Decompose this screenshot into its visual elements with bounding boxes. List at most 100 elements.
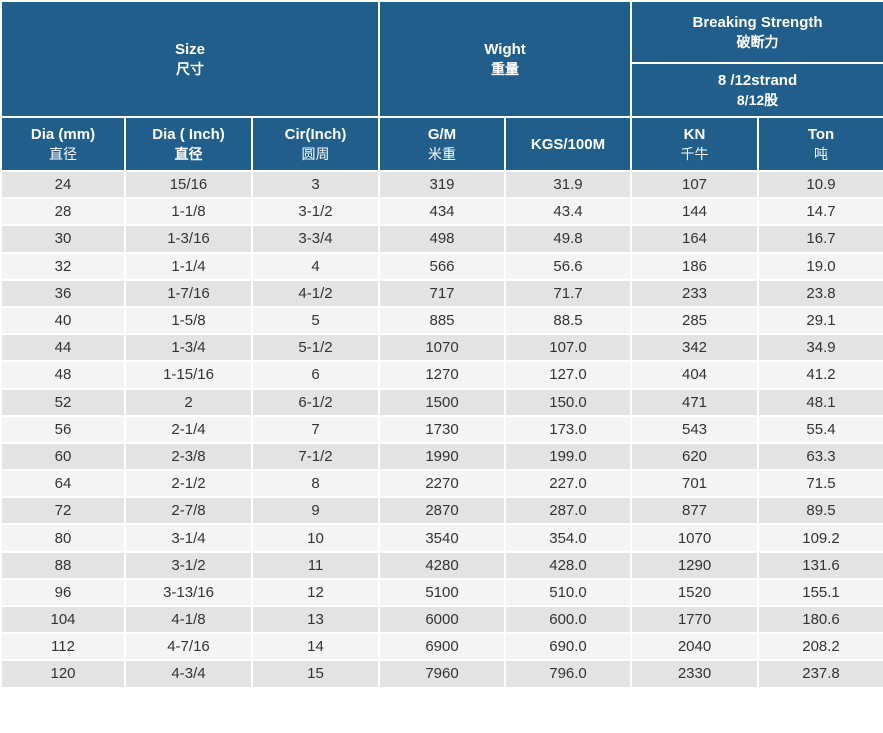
- table-row: 88 3-1/2 11 4280 428.0 1290 131.6: [0, 550, 883, 580]
- cell-dia-inch: 1-5/8: [124, 305, 253, 336]
- cell-ton: 29.1: [757, 305, 883, 336]
- column-header-dia-mm: Dia (mm) 直径: [0, 116, 126, 172]
- cell-kn: 107: [630, 169, 760, 200]
- cell-gm: 498: [378, 224, 506, 254]
- cell-gm: 3540: [378, 523, 506, 553]
- cell-cir-inch: 15: [251, 659, 380, 689]
- table-row: 56 2-1/4 7 1730 173.0 543 55.4: [0, 414, 883, 444]
- cell-kn: 543: [630, 414, 760, 444]
- cell-dia-mm: 120: [0, 659, 126, 689]
- table-row: 32 1-1/4 4 566 56.6 186 19.0: [0, 251, 883, 281]
- table-row: 60 2-3/8 7-1/2 1990 199.0 620 63.3: [0, 441, 883, 472]
- cell-dia-inch: 1-1/8: [124, 197, 253, 227]
- cell-kn: 186: [630, 251, 760, 281]
- column-header-dia-inch: Dia ( Inch) 直径: [124, 116, 253, 172]
- table-row: 120 4-3/4 15 7960 796.0 2330 237.8: [0, 659, 883, 689]
- cell-ton: 89.5: [757, 496, 883, 526]
- cell-dia-mm: 64: [0, 469, 126, 499]
- cell-kn: 620: [630, 441, 760, 472]
- cell-ton: 237.8: [757, 659, 883, 689]
- cell-ton: 23.8: [757, 278, 883, 308]
- cell-gm: 1730: [378, 414, 506, 444]
- weight-section-header: Wight 重量: [377, 0, 633, 118]
- cell-kgs-100m: 107.0: [503, 333, 633, 363]
- cell-gm: 4280: [378, 550, 506, 580]
- cell-dia-inch: 2-7/8: [124, 496, 253, 526]
- breaking-strength-section-header: Breaking Strength 破断力: [630, 0, 883, 64]
- cell-cir-inch: 9: [251, 496, 380, 526]
- cell-dia-inch: 1-3/16: [124, 224, 253, 254]
- size-label-en: Size: [174, 40, 205, 58]
- cell-gm: 5100: [378, 577, 506, 608]
- table-row: 104 4-1/8 13 6000 600.0 1770 180.6: [0, 604, 883, 635]
- cell-ton: 55.4: [757, 414, 883, 444]
- cell-dia-inch: 1-7/16: [124, 278, 253, 308]
- cell-ton: 41.2: [757, 360, 883, 390]
- cell-dia-inch: 1-1/4: [124, 251, 253, 281]
- cell-dia-mm: 24: [0, 169, 126, 200]
- cell-cir-inch: 5-1/2: [251, 333, 380, 363]
- strand-subheader: 8 /12strand 8/12股: [630, 62, 883, 118]
- cell-kn: 342: [630, 333, 760, 363]
- table-row: 44 1-3/4 5-1/2 1070 107.0 342 34.9: [0, 333, 883, 363]
- cell-kn: 285: [630, 305, 760, 336]
- cell-kgs-100m: 199.0: [503, 441, 633, 472]
- cell-dia-mm: 48: [0, 360, 126, 390]
- table-row: 64 2-1/2 8 2270 227.0 701 71.5: [0, 469, 883, 499]
- cell-cir-inch: 4-1/2: [251, 278, 380, 308]
- cell-dia-inch: 4-1/8: [124, 604, 253, 635]
- cell-kn: 144: [630, 197, 760, 227]
- cell-cir-inch: 5: [251, 305, 380, 336]
- cell-ton: 180.6: [757, 604, 883, 635]
- cell-kgs-100m: 796.0: [503, 659, 633, 689]
- table-row: 72 2-7/8 9 2870 287.0 877 89.5: [0, 496, 883, 526]
- cell-dia-mm: 72: [0, 496, 126, 526]
- cell-dia-inch: 2: [124, 387, 253, 417]
- cell-cir-inch: 3-3/4: [251, 224, 380, 254]
- cell-kn: 1070: [630, 523, 760, 553]
- cell-ton: 16.7: [757, 224, 883, 254]
- cell-ton: 34.9: [757, 333, 883, 363]
- cell-kgs-100m: 56.6: [503, 251, 633, 281]
- cell-gm: 1990: [378, 441, 506, 472]
- cell-dia-inch: 1-3/4: [124, 333, 253, 363]
- column-header-kgs-100m: KGS/100M: [503, 116, 633, 172]
- cell-dia-mm: 32: [0, 251, 126, 281]
- breaking-strength-label-zh: 破断力: [736, 33, 779, 50]
- cell-dia-inch: 4-3/4: [124, 659, 253, 689]
- cell-kn: 877: [630, 496, 760, 526]
- table-row: 40 1-5/8 5 885 88.5 285 29.1: [0, 305, 883, 336]
- cell-cir-inch: 11: [251, 550, 380, 580]
- table-row: 112 4-7/16 14 6900 690.0 2040 208.2: [0, 632, 883, 662]
- table-row: 48 1-15/16 6 1270 127.0 404 41.2: [0, 360, 883, 390]
- table-body: 24 15/16 3 319 31.9 107 10.9 28 1-1/8 3-…: [0, 169, 883, 689]
- header-section-row: Size 尺寸 Wight 重量 Breaking Strength 破断力: [0, 0, 883, 118]
- cell-kn: 404: [630, 360, 760, 390]
- table-row: 36 1-7/16 4-1/2 717 71.7 233 23.8: [0, 278, 883, 308]
- cell-dia-inch: 4-7/16: [124, 632, 253, 662]
- cell-dia-inch: 3-1/4: [124, 523, 253, 553]
- cell-kn: 1520: [630, 577, 760, 608]
- cell-cir-inch: 13: [251, 604, 380, 635]
- cell-dia-mm: 28: [0, 197, 126, 227]
- column-header-cir-inch: Cir(Inch) 圆周: [251, 116, 380, 172]
- table-row: 80 3-1/4 10 3540 354.0 1070 109.2: [0, 523, 883, 553]
- cell-ton: 109.2: [757, 523, 883, 553]
- weight-label-zh: 重量: [491, 60, 519, 77]
- cell-kgs-100m: 127.0: [503, 360, 633, 390]
- cell-dia-inch: 2-1/4: [124, 414, 253, 444]
- cell-gm: 434: [378, 197, 506, 227]
- cell-ton: 10.9: [757, 169, 883, 200]
- cell-cir-inch: 3: [251, 169, 380, 200]
- rope-spec-table: Size 尺寸 Wight 重量 Breaking Strength 破断力 8…: [0, 0, 883, 689]
- cell-gm: 319: [378, 169, 506, 200]
- cell-dia-mm: 40: [0, 305, 126, 336]
- cell-dia-mm: 44: [0, 333, 126, 363]
- cell-gm: 717: [378, 278, 506, 308]
- cell-kn: 1770: [630, 604, 760, 635]
- table-row: 24 15/16 3 319 31.9 107 10.9: [0, 169, 883, 200]
- cell-cir-inch: 14: [251, 632, 380, 662]
- cell-dia-mm: 112: [0, 632, 126, 662]
- cell-gm: 1500: [378, 387, 506, 417]
- cell-dia-mm: 30: [0, 224, 126, 254]
